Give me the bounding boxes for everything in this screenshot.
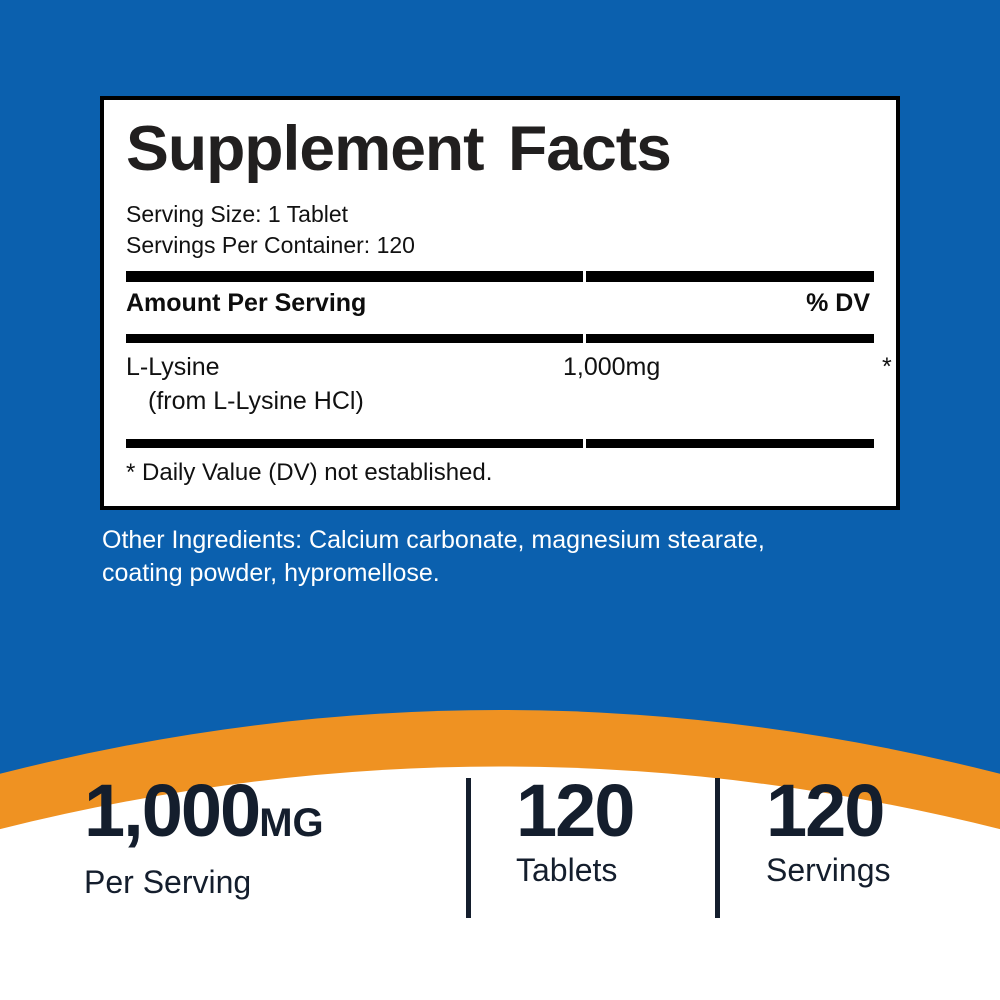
wave-svg bbox=[0, 710, 1000, 1000]
nutrient-name: L-Lysine bbox=[126, 353, 220, 381]
stat-divider-2 bbox=[715, 778, 720, 918]
rule-notch bbox=[583, 271, 586, 282]
other-ingredients: Other Ingredients: Calcium carbonate, ma… bbox=[102, 524, 922, 590]
stat-dosage: 1,000MG Per Serving bbox=[84, 772, 324, 902]
title-word-supplement: Supplement bbox=[126, 114, 485, 184]
serving-info: Serving Size: 1 Tablet Servings Per Cont… bbox=[126, 199, 874, 261]
stat-servings-label: Servings bbox=[766, 852, 891, 888]
rule-notch bbox=[583, 439, 586, 448]
orange-wave-graphic bbox=[0, 640, 1000, 1000]
stat-servings-value: 120 bbox=[766, 769, 885, 852]
supplement-facts-title: Supplement Facts bbox=[126, 118, 889, 181]
stat-servings: 120 Servings bbox=[766, 772, 891, 890]
white-arc bbox=[0, 766, 1000, 1000]
rule-bottom bbox=[126, 439, 874, 448]
stat-dosage-label: Per Serving bbox=[84, 864, 252, 900]
supplement-facts-panel: Supplement Facts Serving Size: 1 Tablet S… bbox=[100, 96, 900, 510]
stat-count-label: Tablets bbox=[516, 852, 618, 888]
rule-top bbox=[126, 271, 874, 282]
stat-divider-1 bbox=[466, 778, 471, 918]
nutrient-dv: * bbox=[882, 353, 892, 381]
stat-dosage-value: 1,000 bbox=[84, 769, 261, 852]
servings-per-container: Servings Per Container: 120 bbox=[126, 232, 415, 258]
stat-dosage-unit: MG bbox=[259, 801, 324, 845]
stat-count: 120 Tablets bbox=[516, 769, 635, 890]
table-header-row: Amount Per Serving % DV bbox=[126, 282, 874, 324]
stat-dosage-value-wrap: 1,000MG bbox=[84, 772, 324, 862]
header-amount-per-serving: Amount Per Serving bbox=[126, 289, 367, 317]
table-row: L-Lysine (from L-Lysine HCl) 1,000mg * bbox=[126, 343, 892, 429]
rule-notch bbox=[583, 334, 586, 343]
serving-size: Serving Size: 1 Tablet bbox=[126, 201, 349, 227]
other-ingredients-line-2: coating powder, hypromellose. bbox=[102, 559, 440, 587]
stats-strip: 1,000MG Per Serving 120 Tablets 120 Serv… bbox=[0, 772, 1000, 922]
nutrient-amount: 1,000mg bbox=[563, 353, 661, 381]
rule-under-header bbox=[126, 334, 874, 343]
header-percent-dv: % DV bbox=[806, 289, 870, 317]
title-word-facts: Facts bbox=[508, 114, 672, 184]
daily-value-footnote: * Daily Value (DV) not established. bbox=[126, 459, 493, 486]
other-ingredients-line-1: Other Ingredients: Calcium carbonate, ma… bbox=[102, 526, 765, 554]
stat-count-value: 120 bbox=[516, 769, 635, 852]
nutrient-source: (from L-Lysine HCl) bbox=[148, 387, 364, 415]
